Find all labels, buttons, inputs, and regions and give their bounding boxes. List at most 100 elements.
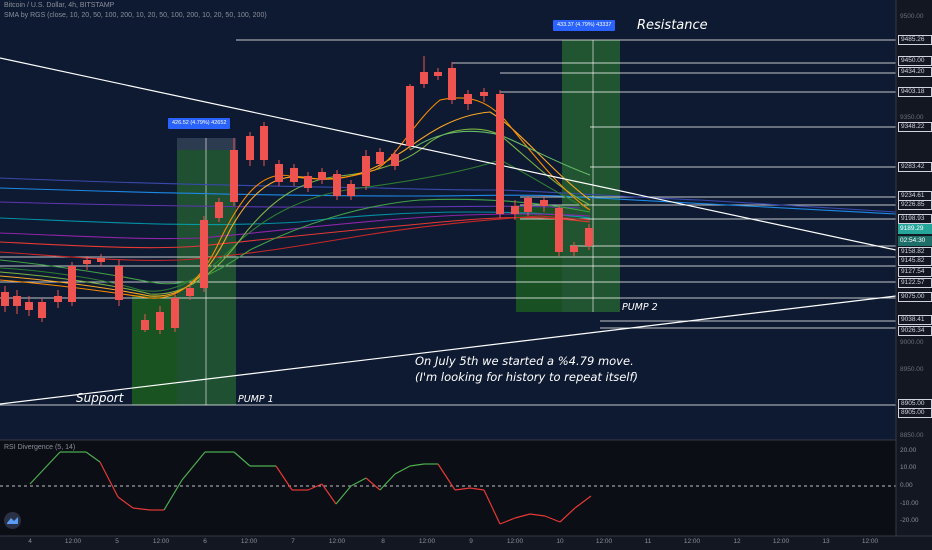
candle-body xyxy=(156,312,164,330)
rsi-axis-label: 10.00 xyxy=(900,464,917,471)
candle-body xyxy=(260,126,268,160)
price-level-label: 9450.00 xyxy=(898,56,932,66)
price-level-label: 9500.00 xyxy=(900,13,924,20)
candle-body xyxy=(570,246,578,252)
candle-body xyxy=(511,206,519,214)
rsi-segment xyxy=(469,487,485,491)
candle-body xyxy=(115,266,123,300)
price-level-label: 9145.82 xyxy=(898,256,932,266)
candle-body xyxy=(25,302,33,310)
candle-body xyxy=(83,260,91,264)
measure-tag-pump1: 426.52 (4.79%) 42652 xyxy=(168,118,231,129)
price-level-label: 9350.00 xyxy=(900,114,924,121)
rsi-segment xyxy=(409,463,425,467)
time-axis-label: 12:00 xyxy=(152,538,170,545)
candle-body xyxy=(480,92,488,96)
chart-title: Bitcoin / U.S. Dollar, 4h, BITSTAMP xyxy=(4,2,115,9)
time-axis-label: 13 xyxy=(822,538,830,545)
candle-body xyxy=(540,200,548,206)
pump1-label: PUMP 1 xyxy=(238,394,274,405)
rsi-segment xyxy=(163,479,183,511)
tradingview-logo-icon[interactable] xyxy=(4,512,21,529)
candle-body xyxy=(318,172,326,180)
time-axis-label: 8 xyxy=(381,538,385,545)
candle-body xyxy=(141,320,149,330)
pump1-top-band xyxy=(177,138,236,150)
rsi-segment xyxy=(275,465,293,491)
price-level-label: 8950.00 xyxy=(900,366,924,373)
rsi-segment xyxy=(379,473,396,491)
candle-body xyxy=(448,68,456,100)
rsi-segment xyxy=(85,451,101,463)
price-level-label: 8850.00 xyxy=(900,432,924,439)
rsi-segment xyxy=(335,485,352,505)
rsi-segment xyxy=(29,451,61,485)
resistance-trendline xyxy=(0,57,897,251)
rsi-axis-label: -20.00 xyxy=(900,517,919,524)
candle-body xyxy=(464,94,472,104)
candle-body xyxy=(171,298,179,328)
rsi-segment xyxy=(233,451,251,467)
candle-body xyxy=(555,208,563,252)
candle-body xyxy=(275,164,283,182)
time-axis-label: 4 xyxy=(28,538,32,545)
rsi-segment xyxy=(483,489,501,525)
indicator-legend[interactable]: SMA by RGS (close, 10, 20, 50, 100, 200,… xyxy=(4,12,267,19)
candle-body xyxy=(200,220,208,288)
time-axis-label: 12:00 xyxy=(328,538,346,545)
candle-body xyxy=(406,86,414,146)
candle-body xyxy=(434,72,442,76)
time-axis-label: 11 xyxy=(644,538,652,545)
candle-body xyxy=(347,184,355,196)
candle-body xyxy=(333,174,341,196)
candle-body xyxy=(54,296,62,302)
price-level-label: 9127.54 xyxy=(898,267,932,277)
candle-body xyxy=(1,292,9,306)
price-level-label: 9226.85 xyxy=(898,200,932,210)
price-level-label: 9198.93 xyxy=(898,214,932,224)
time-axis-label: 10 xyxy=(556,538,564,545)
time-axis-label: 5 xyxy=(115,538,119,545)
resistance-label: Resistance xyxy=(637,18,708,33)
candle-body xyxy=(420,72,428,84)
rsi-segment xyxy=(437,463,456,491)
rsi-segment xyxy=(321,483,337,505)
rsi-axis-label: -10.00 xyxy=(900,500,919,507)
rsi-segment xyxy=(514,513,531,519)
candle-body xyxy=(391,154,399,166)
rsi-title[interactable]: RSI Divergence (5, 14) xyxy=(4,444,76,451)
time-axis-label: 12:00 xyxy=(240,538,258,545)
candle-body xyxy=(38,302,46,318)
price-level-label: 02:54:30 xyxy=(898,236,932,246)
price-level-label: 9075.00 xyxy=(898,292,932,302)
candle-body xyxy=(68,266,76,302)
candle-body xyxy=(524,198,532,212)
price-level-label: 9485.26 xyxy=(898,35,932,45)
time-axis-label: 12:00 xyxy=(595,538,613,545)
time-axis-label: 7 xyxy=(291,538,295,545)
price-level-label: 9122.57 xyxy=(898,278,932,288)
pump2-lower-zone xyxy=(516,205,562,312)
pump2-zone xyxy=(562,40,620,312)
time-axis-label: 12:00 xyxy=(418,538,436,545)
time-axis-label: 12:00 xyxy=(506,538,524,545)
rsi-segment xyxy=(350,477,367,487)
rsi-segment xyxy=(574,495,592,509)
candle-body xyxy=(290,168,298,182)
price-level-label: 9348.22 xyxy=(898,122,932,132)
pump2-label: PUMP 2 xyxy=(622,302,658,313)
candle-body xyxy=(97,258,105,262)
rsi-axis-label: 0.00 xyxy=(900,482,913,489)
price-level-label: 9434.20 xyxy=(898,67,932,77)
note-line-1: On July 5th we started a %4.79 move. xyxy=(415,354,634,368)
candle-body xyxy=(246,136,254,160)
time-axis-label: 12:00 xyxy=(683,538,701,545)
time-axis-label: 12:00 xyxy=(861,538,879,545)
price-level-label: 9283.42 xyxy=(898,162,932,172)
rsi-segment xyxy=(132,507,151,511)
candle-body xyxy=(496,94,504,214)
candle-body xyxy=(304,176,312,188)
time-axis-label: 9 xyxy=(469,538,473,545)
measure-tag-pump2: 433.37 (4.79%) 43337 xyxy=(553,20,616,31)
